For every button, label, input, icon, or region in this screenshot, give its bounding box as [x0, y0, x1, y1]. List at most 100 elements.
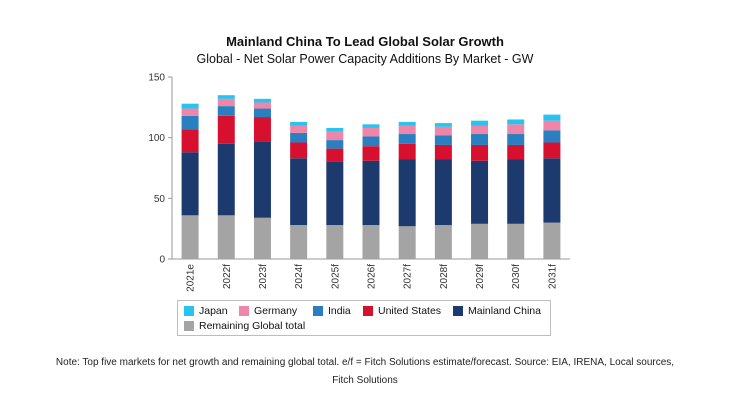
bar-segment	[543, 114, 561, 121]
bar-segment	[471, 134, 489, 145]
bar-segment	[507, 134, 525, 145]
legend-item-remaining-global: Remaining Global total	[184, 320, 305, 332]
bar-segment	[507, 119, 525, 125]
bar-segment	[507, 144, 525, 160]
note-line-1: Note: Top five markets for net growth an…	[55, 357, 675, 368]
bar-segment	[290, 132, 308, 143]
x-tick-label: 2026f	[367, 264, 378, 289]
legend-swatch-united-states	[363, 306, 373, 316]
bar-segment	[471, 160, 489, 224]
bar-segment	[507, 159, 525, 224]
bar-segment	[434, 144, 452, 160]
bar-segment	[253, 117, 271, 142]
bar-segment	[181, 152, 199, 216]
legend-item-mainland-china: Mainland China	[453, 305, 541, 317]
bar-segment	[217, 143, 235, 216]
bar-segment	[290, 158, 308, 226]
legend-item-united-states: United States	[363, 305, 441, 317]
bar-segment	[290, 225, 308, 259]
legend-item-india: India	[313, 305, 351, 317]
bar-segment	[434, 123, 452, 127]
bar-segment	[253, 98, 271, 103]
chart-subtitle: Global - Net Solar Power Capacity Additi…	[196, 52, 534, 66]
x-tick-label: 2022f	[222, 264, 233, 289]
legend-item-japan: Japan	[184, 305, 228, 317]
y-tick-label: 100	[148, 133, 165, 144]
y-tick-label: 150	[148, 73, 165, 84]
x-tick-label: 2025f	[330, 264, 341, 289]
bar-segment	[326, 127, 344, 132]
x-tick-label: 2027f	[403, 264, 414, 289]
bar-segment	[362, 124, 380, 128]
legend-label-united-states: United States	[378, 305, 442, 317]
note-line-2: Fitch Solutions	[332, 375, 398, 386]
x-tick-label: 2021e	[186, 264, 197, 292]
bar-segment	[290, 121, 308, 126]
bar-segment	[543, 222, 561, 259]
x-tick-label: 2031f	[547, 264, 558, 289]
legend-label-india: India	[328, 305, 351, 317]
bar-segment	[543, 130, 561, 143]
bar-segment	[217, 95, 235, 99]
bar-segment	[362, 225, 380, 259]
bar-segment	[181, 115, 199, 130]
bar-segment	[362, 160, 380, 226]
bar-segment	[253, 108, 271, 118]
bar-segment	[398, 226, 416, 259]
bar-segment	[326, 131, 344, 141]
x-tick-label: 2030f	[511, 264, 522, 289]
bar-segment	[471, 144, 489, 161]
bar-segment	[543, 158, 561, 223]
bar-segment	[471, 125, 489, 135]
bar-segment	[253, 217, 271, 259]
chart-title: Mainland China To Lead Global Solar Grow…	[226, 34, 504, 49]
legend-swatch-remaining-global	[184, 321, 194, 331]
bar-segment	[362, 136, 380, 147]
bar-segment	[434, 135, 452, 145]
bar-segment	[181, 108, 199, 116]
legend-swatch-mainland-china	[453, 306, 463, 316]
legend-swatch-india	[313, 306, 323, 316]
bar-segment	[471, 120, 489, 126]
bar-segment	[398, 121, 416, 126]
bar-segment	[398, 134, 416, 144]
bar-segment	[290, 142, 308, 159]
legend-swatch-germany	[239, 306, 249, 316]
bar-segment	[507, 124, 525, 135]
bar-segment	[181, 215, 199, 259]
bar-segment	[326, 161, 344, 226]
bar-segment	[471, 223, 489, 259]
x-tick-label: 2029f	[475, 264, 486, 289]
bar-segment	[217, 106, 235, 116]
bar-chart: 0 50 100 150 2021e 2022f 2023f 2024f 2025f 2026f 2…	[148, 73, 570, 292]
chart-note: Note: Top five markets for net growth an…	[0, 354, 730, 390]
bar-segment	[217, 115, 235, 144]
y-tick-label: 50	[154, 194, 166, 205]
legend-label-japan: Japan	[199, 305, 228, 317]
bar-segment	[507, 223, 525, 259]
bar-segment	[434, 126, 452, 136]
bar-segment	[398, 143, 416, 160]
legend-swatch-japan	[184, 306, 194, 316]
bar-segment	[217, 215, 235, 259]
bar-segment	[181, 129, 199, 153]
bar-segment	[543, 120, 561, 131]
bar-segment	[290, 125, 308, 133]
legend-item-germany: Germany	[239, 305, 297, 317]
bar-segment	[398, 159, 416, 227]
bar-segment	[362, 146, 380, 161]
bar-segment	[543, 142, 561, 159]
bar-segment	[398, 125, 416, 135]
bar-segment	[326, 140, 344, 149]
x-tick-label: 2028f	[439, 264, 450, 289]
legend-label-germany: Germany	[254, 305, 298, 317]
x-tick-label: 2023f	[258, 264, 269, 289]
bar-segment	[253, 102, 271, 109]
legend-label-remaining-global: Remaining Global total	[199, 320, 306, 332]
y-tick-label: 0	[159, 255, 165, 266]
x-tick-label: 2024f	[294, 264, 305, 289]
chart-legend: Japan Germany India United States Mainla…	[177, 300, 551, 336]
bar-segment	[181, 103, 199, 109]
bar-segment	[253, 141, 271, 218]
bar-segment	[362, 127, 380, 137]
